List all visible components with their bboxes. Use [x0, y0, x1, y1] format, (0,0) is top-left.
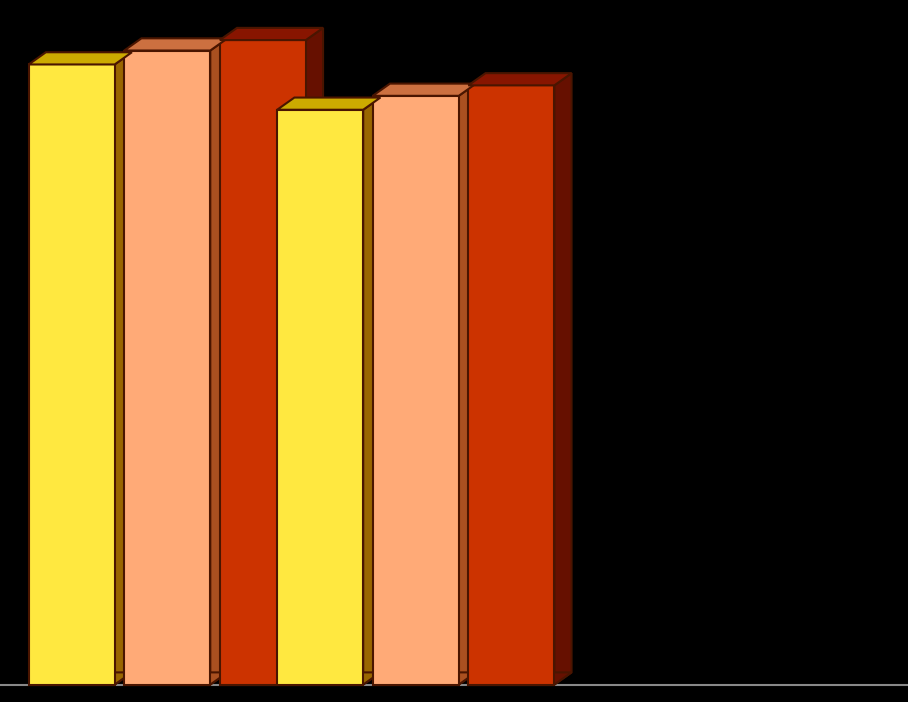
Polygon shape — [114, 52, 132, 684]
Polygon shape — [459, 84, 476, 684]
Polygon shape — [220, 28, 323, 40]
Polygon shape — [277, 98, 380, 110]
Polygon shape — [29, 52, 132, 65]
Polygon shape — [220, 673, 323, 684]
Polygon shape — [220, 40, 306, 684]
Polygon shape — [469, 673, 571, 684]
Polygon shape — [29, 673, 132, 684]
Polygon shape — [277, 673, 380, 684]
Polygon shape — [363, 98, 380, 684]
Polygon shape — [373, 95, 459, 684]
Polygon shape — [29, 65, 114, 684]
Polygon shape — [124, 51, 211, 684]
Polygon shape — [124, 39, 228, 51]
Polygon shape — [469, 73, 571, 86]
Polygon shape — [211, 39, 228, 684]
Polygon shape — [124, 673, 228, 684]
Polygon shape — [306, 28, 323, 684]
Polygon shape — [373, 673, 476, 684]
Polygon shape — [373, 84, 476, 95]
Polygon shape — [469, 86, 555, 684]
Polygon shape — [277, 110, 363, 684]
Polygon shape — [555, 73, 571, 684]
